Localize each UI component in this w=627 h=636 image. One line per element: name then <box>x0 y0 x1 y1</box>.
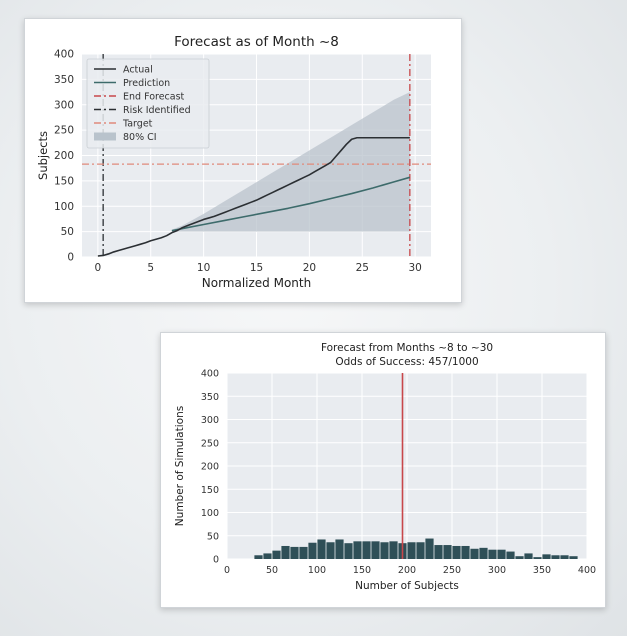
x-tick-label: 350 <box>533 565 551 576</box>
histogram-bar <box>425 538 434 559</box>
x-tick-label: 25 <box>356 262 369 274</box>
histogram-bar <box>542 554 551 559</box>
legend-label: Target <box>122 119 153 130</box>
histogram-bar <box>560 555 569 559</box>
legend-label: 80% CI <box>123 132 157 143</box>
histogram-bar <box>479 547 488 559</box>
x-tick-label: 5 <box>147 262 154 274</box>
x-axis-label: Normalized Month <box>202 276 311 290</box>
histogram-bar <box>263 553 272 559</box>
legend-label: Risk Identified <box>123 105 191 116</box>
chart-title: Forecast as of Month ~8 <box>174 34 339 50</box>
forecast-line-chart: 0 5 10 15 20 25 30050100150200250300350400Fore… <box>36 34 431 290</box>
histogram-bar <box>281 545 290 559</box>
x-tick-label: 400 <box>578 565 596 576</box>
histogram-bar <box>290 546 299 559</box>
legend-label: End Forecast <box>123 92 185 103</box>
y-tick-label: 300 <box>201 415 219 426</box>
histogram-bar <box>506 551 515 559</box>
histogram-bar <box>317 539 326 559</box>
histogram-bar <box>335 539 344 559</box>
histogram-bar <box>533 557 542 559</box>
y-tick-label: 200 <box>54 150 74 162</box>
histogram-bar <box>515 556 524 559</box>
histogram-bar <box>344 543 353 559</box>
y-tick-label: 250 <box>54 125 74 137</box>
x-tick-label: 300 <box>488 565 506 576</box>
x-tick-label: 30 <box>408 262 421 274</box>
x-tick-label: 50 <box>266 565 278 576</box>
ci-band <box>171 92 410 232</box>
legend-swatch <box>94 132 116 141</box>
histogram-bar <box>254 555 263 559</box>
histogram-bar <box>551 555 560 559</box>
x-tick-label: 20 <box>303 262 316 274</box>
histogram-bar <box>362 541 371 559</box>
histogram-bar <box>308 542 317 559</box>
y-tick-label: 200 <box>201 462 219 473</box>
histogram-bar <box>416 542 425 559</box>
histogram-bar <box>407 542 416 559</box>
simulation-histogram-chart: 0 50 100 150 200 250 300 350 400 0 50 100 150 200 250 3… <box>174 342 596 592</box>
y-tick-label: 0 <box>67 252 74 264</box>
x-tick-label: 250 <box>443 565 461 576</box>
histogram-bar <box>443 545 452 559</box>
y-tick-label: 100 <box>54 201 74 213</box>
chart-subtitle: Odds of Success: 457/1000 <box>335 356 478 368</box>
histogram-bar <box>488 549 497 559</box>
histogram-bar <box>371 541 380 559</box>
forecast-line-chart-card: 0 5 10 15 20 25 30 0 50 100 150 200 250 300 350 400 Fore… <box>24 18 462 303</box>
y-tick-label: 350 <box>54 74 74 86</box>
histogram-bar <box>497 549 506 559</box>
histogram-bar <box>389 541 398 559</box>
x-tick-label: 0 <box>224 565 230 576</box>
y-tick-label: 250 <box>201 438 219 449</box>
series-actual <box>97 136 410 257</box>
histogram-bar <box>272 550 281 559</box>
y-tick-label: 50 <box>61 226 74 238</box>
x-tick-label: 0 <box>95 262 102 274</box>
y-tick-label: 150 <box>201 485 219 496</box>
y-tick-label: 50 <box>207 531 219 542</box>
histogram-bar <box>353 541 362 559</box>
x-tick-label: 15 <box>250 262 263 274</box>
histogram-bar <box>461 545 470 559</box>
x-tick-label: 100 <box>308 565 326 576</box>
legend-label: Actual <box>123 65 153 76</box>
y-tick-label: 300 <box>54 99 74 111</box>
y-tick-label: 150 <box>54 175 74 187</box>
y-axis-label: Number of Simulations <box>174 406 186 526</box>
histogram-bar <box>470 548 479 559</box>
histogram-bar <box>326 542 335 559</box>
x-axis-label: Number of Subjects <box>355 580 459 592</box>
x-tick-label: 10 <box>197 262 210 274</box>
histogram-bar <box>452 545 461 559</box>
histogram-bar <box>569 556 578 559</box>
histogram-bar <box>299 546 308 559</box>
legend-label: Prediction <box>123 78 170 89</box>
y-tick-label: 100 <box>201 508 219 519</box>
y-tick-label: 400 <box>54 49 74 61</box>
x-tick-label: 150 <box>353 565 371 576</box>
x-tick-label: 200 <box>398 565 416 576</box>
legend-box <box>86 58 210 149</box>
simulation-histogram-card: 0 50 100 150 200 250 300 350 400 0 50 100 150 200 250 3… <box>160 332 606 608</box>
histogram-bar <box>434 545 443 559</box>
series-prediction <box>171 176 411 232</box>
y-tick-label: 400 <box>201 369 219 380</box>
histogram-bar <box>524 553 533 559</box>
y-tick-label: 350 <box>201 392 219 403</box>
y-axis-label: Subjects <box>36 131 50 180</box>
chart-title: Forecast from Months ~8 to ~30 <box>321 342 493 354</box>
y-tick-label: 0 <box>213 555 219 566</box>
histogram-bar <box>380 542 389 559</box>
